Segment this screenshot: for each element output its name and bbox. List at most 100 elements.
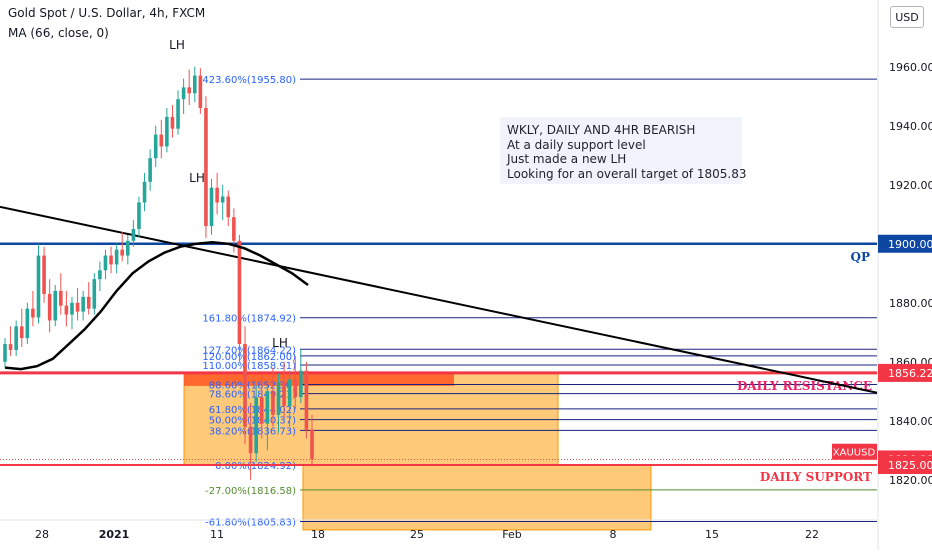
candle-body — [86, 296, 91, 309]
fib-level-label: 127.20%(1864.22) — [202, 345, 296, 356]
candle-body — [187, 87, 191, 94]
note-line: Looking for an overall target of 1805.83 — [507, 166, 747, 181]
resistance-zone-top-band — [184, 372, 454, 386]
fib-level-label: 161.80%(1874.92) — [202, 314, 296, 325]
fib-level-label: 88.60%(1852.30) — [209, 380, 296, 391]
y-tick-label: 1920.00 — [889, 179, 932, 192]
fib-level-label: 61.80%(1844.02) — [209, 405, 296, 416]
candle-body — [42, 255, 46, 294]
candle-body — [131, 229, 136, 241]
note-line: WKLY, DAILY AND 4HR BEARISH — [507, 123, 696, 137]
fib-level-label: -27.00%(1816.58) — [205, 486, 296, 497]
price-tag-label: 1900.00 — [888, 238, 932, 251]
y-tick-label: 1940.00 — [889, 120, 932, 133]
candle-body — [92, 279, 97, 309]
note-line: At a daily support level — [507, 137, 646, 152]
x-tick-label: 25 — [410, 528, 424, 541]
candle-body — [265, 391, 270, 424]
fib-level-label: 110.00%(1858.91) — [202, 361, 296, 372]
candle-body — [36, 255, 41, 318]
qp-label: QP — [851, 250, 870, 264]
price-tag-label: 1825.00 — [888, 459, 932, 472]
candle-body — [3, 344, 7, 362]
symbol-tag-label: XAUUSD — [833, 448, 876, 459]
lh-annotation: LH — [189, 171, 205, 185]
candle-body — [226, 196, 231, 218]
projection-zone — [302, 464, 652, 531]
candle-body — [75, 302, 80, 312]
candle-body — [14, 326, 18, 350]
candle-body — [126, 240, 130, 256]
daily-support-label: DAILY SUPPORT — [760, 470, 872, 484]
y-tick-label: 1960.00 — [889, 61, 932, 74]
candle-body — [59, 290, 63, 306]
candle-body — [98, 270, 102, 280]
candle-body — [259, 397, 264, 424]
trend-line — [0, 205, 878, 394]
x-tick-label: 15 — [705, 528, 719, 541]
moving-average-line — [4, 241, 309, 371]
candle-body — [181, 87, 186, 100]
symbol-tag — [832, 443, 877, 460]
x-tick-label: 18 — [311, 528, 325, 541]
candle-body — [153, 134, 158, 159]
candle-body — [248, 426, 253, 454]
candle-body — [47, 293, 52, 321]
fib-level-label: 120.00%(1862.00) — [202, 352, 296, 363]
candle-body — [170, 116, 175, 129]
candle-body — [159, 134, 164, 147]
y-tick-label: 1820.00 — [889, 474, 932, 487]
candle-body — [148, 158, 152, 182]
fib-level-label: 78.60%(1849.21) — [209, 390, 296, 401]
candle-body — [310, 429, 314, 460]
candle-body — [198, 75, 203, 109]
x-tick-label: 28 — [35, 528, 49, 541]
candle-body — [254, 397, 258, 454]
chart-title: Gold Spot / U.S. Dollar, 4h, FXCM — [8, 6, 206, 20]
candle-body — [19, 326, 24, 339]
x-tick-label: 8 — [610, 528, 617, 541]
candle-body — [276, 382, 281, 415]
candle-body — [220, 196, 225, 203]
currency-button[interactable]: USD — [890, 6, 924, 28]
candle-body — [53, 290, 58, 321]
candle-body — [299, 370, 303, 398]
candle-body — [142, 181, 147, 203]
note-line: Just made a new LH — [507, 152, 627, 166]
candle-body — [25, 308, 30, 339]
x-tick-label: 22 — [805, 528, 819, 541]
candle-body — [64, 305, 69, 315]
daily-resistance-label: DAILY RESISTANCE — [737, 379, 872, 393]
candle-body — [209, 187, 214, 227]
candle-body — [215, 187, 219, 203]
candle-body — [31, 308, 35, 318]
candle-body — [282, 382, 286, 406]
price-tag — [878, 234, 932, 253]
x-tick-label: 2021 — [99, 528, 130, 541]
candle-body — [243, 344, 247, 427]
price-tag-label: 1856.22 — [888, 367, 932, 380]
fib-level-label: 423.60%(1955.80) — [202, 75, 296, 86]
fib-level-label: 50.00%(1840.37) — [209, 416, 296, 427]
candle-body — [137, 202, 141, 229]
candle-body — [192, 75, 197, 94]
candle-body — [237, 240, 242, 345]
candle-body — [287, 379, 292, 406]
x-tick-label: Feb — [502, 528, 521, 541]
lh-annotation: LH — [169, 38, 185, 52]
candle-body — [271, 391, 275, 415]
candle-body — [109, 255, 113, 265]
analysis-note: WKLY, DAILY AND 4HR BEARISH At a daily s… — [500, 117, 747, 184]
candle-body — [103, 255, 108, 271]
candle-body — [120, 249, 125, 256]
y-tick-label: 1840.00 — [889, 415, 932, 428]
candle-body — [293, 379, 298, 398]
price-tag — [878, 456, 932, 474]
candle-body — [232, 217, 236, 241]
price-tag — [878, 363, 932, 382]
fib-level-label: 0.00%(1824.92) — [215, 461, 296, 472]
candle-body — [8, 344, 13, 350]
candle-body — [176, 99, 180, 129]
x-tick-label: 11 — [210, 528, 224, 541]
